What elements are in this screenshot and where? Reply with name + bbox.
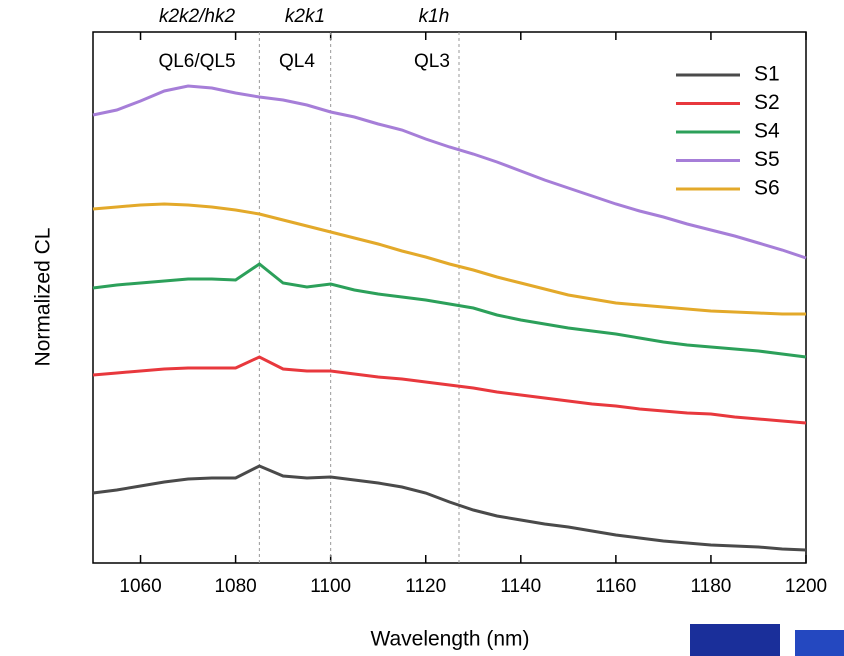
series-line — [92, 464, 807, 552]
x-tick-label: 1160 — [595, 576, 636, 597]
peak-annotation: QL4 — [279, 51, 315, 72]
x-tick-label: 1080 — [214, 576, 256, 597]
top-annotation: k2k1 — [285, 6, 325, 27]
top-annotation: k1h — [419, 6, 450, 27]
x-tick-label: 1060 — [119, 576, 161, 597]
legend-label: S4 — [754, 120, 780, 143]
peak-annotation: QL6/QL5 — [158, 51, 235, 72]
x-tick-label: 1180 — [691, 576, 732, 597]
x-tick-label: 1200 — [785, 576, 827, 597]
top-annotation: k2k2/hk2 — [159, 6, 235, 27]
image-fragment — [795, 630, 844, 656]
image-fragment — [690, 624, 780, 656]
legend-label: S1 — [754, 63, 780, 86]
x-tick-label: 1120 — [405, 576, 446, 597]
series-line — [92, 202, 806, 316]
x-tick-label: 1100 — [310, 576, 351, 597]
legend-label: S6 — [754, 177, 780, 200]
x-axis-label: Wavelength (nm) — [370, 628, 529, 651]
peak-annotation: QL3 — [414, 51, 450, 72]
legend-label: S5 — [754, 148, 780, 171]
y-axis-label: Normalized CL — [32, 228, 55, 367]
series-line — [92, 84, 807, 260]
series-line — [92, 355, 807, 425]
x-tick-label: 1140 — [500, 576, 541, 597]
series-line — [92, 262, 807, 359]
plot-frame — [92, 31, 807, 564]
legend-label: S2 — [754, 91, 780, 114]
